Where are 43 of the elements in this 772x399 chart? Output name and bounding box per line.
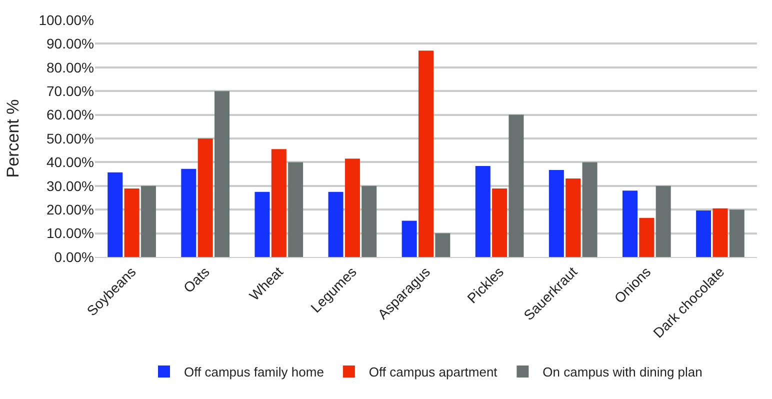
bar [181, 168, 196, 257]
y-tick-label: 0.00% [54, 248, 94, 265]
bar [435, 233, 450, 257]
bar [214, 91, 230, 257]
bar [492, 188, 508, 257]
bar [344, 158, 360, 257]
y-tick-label: 10.00% [46, 225, 94, 242]
bar [656, 186, 671, 257]
bar [548, 170, 564, 257]
bar [402, 220, 417, 257]
y-tick-label: 60.00% [46, 106, 94, 123]
y-tick-label: 80.00% [46, 59, 94, 76]
y-axis-title: Percent % [3, 99, 22, 178]
bar [622, 190, 638, 257]
y-tick-label: 50.00% [46, 130, 94, 146]
bar [729, 210, 744, 257]
y-tick-label: 40.00% [46, 154, 94, 170]
bar [140, 186, 156, 257]
bar [418, 50, 434, 257]
legend-label: Off campus family home [184, 364, 324, 380]
bar [566, 178, 581, 257]
x-tick-label: Oats [180, 264, 212, 296]
bar [198, 138, 213, 257]
bar [108, 172, 123, 257]
bar [712, 208, 728, 257]
bar [508, 114, 524, 257]
y-tick-label: 70.00% [46, 83, 94, 99]
bar [362, 186, 377, 257]
y-tick-label: 20.00% [46, 202, 94, 218]
bar [582, 162, 598, 257]
y-tick-label: 100.00% [38, 12, 94, 28]
bar [475, 166, 490, 257]
bar [288, 162, 304, 257]
bar [271, 149, 286, 257]
bar [639, 218, 654, 257]
y-tick-label: 90.00% [46, 36, 94, 52]
bar [254, 192, 270, 257]
legend-label: Off campus apartment [368, 364, 498, 380]
y-tick-label: 30.00% [46, 178, 94, 194]
bar [328, 192, 344, 257]
bar [696, 210, 712, 257]
legend-label: On campus with dining plan [542, 364, 702, 380]
bar [124, 188, 140, 257]
